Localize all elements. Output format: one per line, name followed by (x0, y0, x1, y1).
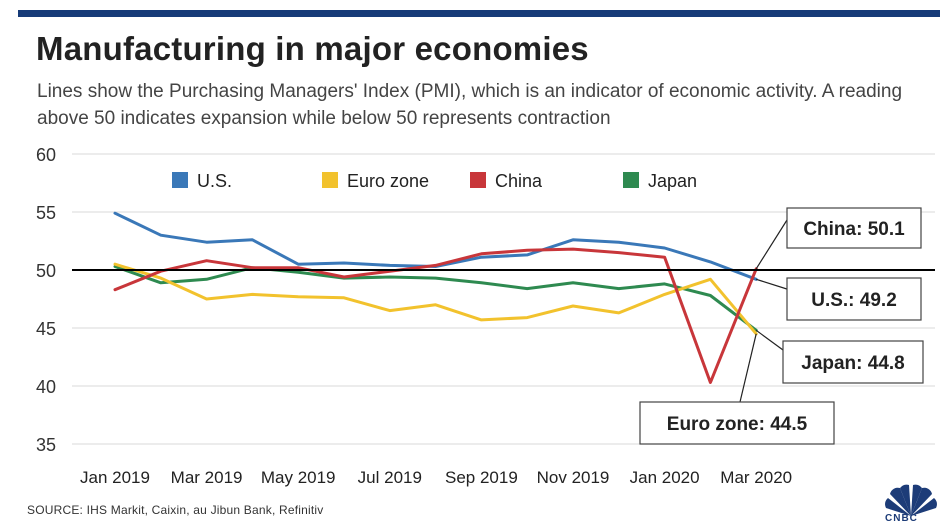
x-tick-label: Nov 2019 (537, 468, 610, 487)
x-tick-label: Mar 2020 (720, 468, 792, 487)
series-line-japan (113, 265, 758, 332)
annotation-leader-u-s (756, 278, 791, 291)
cnbc-logo-text: CNBC (885, 513, 918, 524)
cnbc-peacock-logo-icon (885, 484, 937, 516)
legend-label-euro-zone: Euro zone (347, 171, 429, 191)
y-tick-label: 60 (36, 145, 56, 165)
legend-swatch-china (470, 172, 486, 188)
legend-swatch-u-s (172, 172, 188, 188)
annotation-box-u-s (786, 277, 922, 321)
y-tick-label: 55 (36, 203, 56, 223)
annotation-label-euro-zone: Euro zone: 44.5 (667, 414, 808, 435)
top-accent-bar (18, 10, 940, 17)
chart-title: Manufacturing in major economies (36, 30, 589, 67)
series-line-euro-zone (113, 262, 758, 336)
legend-label-japan: Japan (648, 171, 697, 191)
annotation-box-euro-zone (639, 401, 835, 445)
x-tick-label: Sep 2019 (445, 468, 518, 487)
annotation-leader-euro-zone (739, 333, 757, 403)
legend-label-china: China (495, 171, 543, 191)
annotation-box-china (786, 207, 922, 249)
annotation-leader-china (755, 219, 788, 270)
legend-swatch-japan (623, 172, 639, 188)
series-line-china (113, 247, 758, 384)
x-tick-label: May 2019 (261, 468, 336, 487)
chart-subtitle: Lines show the Purchasing Managers' Inde… (37, 81, 903, 129)
y-tick-label: 40 (36, 377, 56, 397)
y-tick-label: 45 (36, 319, 56, 339)
x-tick-label: Jan 2019 (80, 468, 150, 487)
x-tick-label: Mar 2019 (171, 468, 243, 487)
annotation-label-japan: Japan: 44.8 (801, 353, 905, 374)
annotation-label-u-s: U.S.: 49.2 (811, 290, 897, 311)
legend-swatch-euro-zone (322, 172, 338, 188)
annotation-box-japan (782, 340, 924, 384)
y-tick-label: 50 (36, 261, 56, 281)
x-tick-label: Jul 2019 (358, 468, 422, 487)
y-tick-label: 35 (36, 435, 56, 455)
x-tick-label: Jan 2020 (630, 468, 700, 487)
legend-label-u-s: U.S. (197, 171, 232, 191)
annotation-label-china: China: 50.1 (803, 219, 905, 240)
source-note: SOURCE: IHS Markit, Caixin, au Jibun Ban… (27, 503, 324, 517)
annotation-leader-japan (755, 329, 784, 351)
